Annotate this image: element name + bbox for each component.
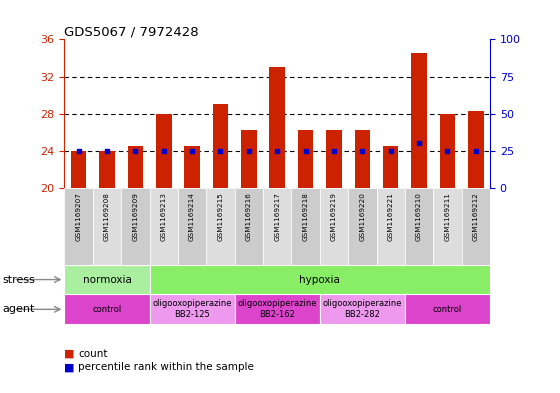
- Text: normoxia: normoxia: [82, 275, 132, 285]
- Text: GSM1169214: GSM1169214: [189, 192, 195, 241]
- Bar: [64, 294, 150, 324]
- Bar: [376, 188, 405, 265]
- Point: [131, 148, 140, 154]
- Bar: [213, 105, 228, 188]
- Text: GSM1169219: GSM1169219: [331, 192, 337, 241]
- Text: oligooxopiperazine
BB2-125: oligooxopiperazine BB2-125: [152, 299, 232, 320]
- Text: oligooxopiperazine
BB2-162: oligooxopiperazine BB2-162: [237, 299, 317, 320]
- Bar: [348, 188, 376, 265]
- Bar: [93, 188, 121, 265]
- Bar: [150, 294, 235, 324]
- Point: [472, 148, 480, 154]
- Text: GDS5067 / 7972428: GDS5067 / 7972428: [64, 25, 199, 38]
- Bar: [263, 188, 291, 265]
- Bar: [150, 188, 178, 265]
- Text: GSM1169215: GSM1169215: [217, 192, 223, 241]
- Point: [159, 148, 168, 154]
- Text: ■: ■: [64, 349, 75, 359]
- Bar: [156, 114, 171, 188]
- Bar: [71, 151, 86, 188]
- Text: GSM1169216: GSM1169216: [246, 192, 252, 241]
- Bar: [178, 188, 206, 265]
- Point: [102, 148, 111, 154]
- Point: [244, 148, 253, 154]
- Text: GSM1169220: GSM1169220: [360, 192, 365, 241]
- Text: ■: ■: [64, 362, 75, 373]
- Bar: [64, 188, 93, 265]
- Point: [386, 148, 395, 154]
- Text: GSM1169213: GSM1169213: [161, 192, 167, 241]
- Bar: [405, 294, 490, 324]
- Bar: [128, 146, 143, 188]
- Text: GSM1169211: GSM1169211: [445, 192, 450, 241]
- Text: stress: stress: [3, 275, 36, 285]
- Bar: [269, 67, 285, 188]
- Point: [301, 148, 310, 154]
- Text: GSM1169217: GSM1169217: [274, 192, 280, 241]
- Bar: [235, 188, 263, 265]
- Text: GSM1169209: GSM1169209: [132, 192, 138, 241]
- Point: [443, 148, 452, 154]
- Bar: [206, 188, 235, 265]
- Bar: [99, 151, 115, 188]
- Text: GSM1169221: GSM1169221: [388, 192, 394, 241]
- Text: control: control: [433, 305, 462, 314]
- Bar: [184, 146, 200, 188]
- Text: GSM1169207: GSM1169207: [76, 192, 82, 241]
- Text: control: control: [92, 305, 122, 314]
- Text: GSM1169218: GSM1169218: [302, 192, 309, 241]
- Point: [74, 148, 83, 154]
- Point: [216, 148, 225, 154]
- Bar: [64, 265, 150, 294]
- Point: [273, 148, 282, 154]
- Bar: [383, 146, 399, 188]
- Bar: [291, 188, 320, 265]
- Text: oligooxopiperazine
BB2-282: oligooxopiperazine BB2-282: [323, 299, 402, 320]
- Bar: [298, 130, 314, 188]
- Bar: [320, 188, 348, 265]
- Text: agent: agent: [3, 304, 35, 314]
- Text: GSM1169208: GSM1169208: [104, 192, 110, 241]
- Bar: [354, 130, 370, 188]
- Text: GSM1169210: GSM1169210: [416, 192, 422, 241]
- Point: [414, 140, 423, 147]
- Bar: [461, 188, 490, 265]
- Bar: [235, 294, 320, 324]
- Point: [358, 148, 367, 154]
- Bar: [326, 130, 342, 188]
- Point: [188, 148, 197, 154]
- Bar: [440, 114, 455, 188]
- Text: hypoxia: hypoxia: [300, 275, 340, 285]
- Bar: [320, 294, 405, 324]
- Bar: [241, 130, 256, 188]
- Bar: [150, 265, 490, 294]
- Point: [329, 148, 338, 154]
- Text: percentile rank within the sample: percentile rank within the sample: [78, 362, 254, 373]
- Bar: [411, 53, 427, 188]
- Bar: [121, 188, 150, 265]
- Bar: [433, 188, 461, 265]
- Text: count: count: [78, 349, 108, 359]
- Bar: [405, 188, 433, 265]
- Bar: [468, 111, 484, 188]
- Text: GSM1169212: GSM1169212: [473, 192, 479, 241]
